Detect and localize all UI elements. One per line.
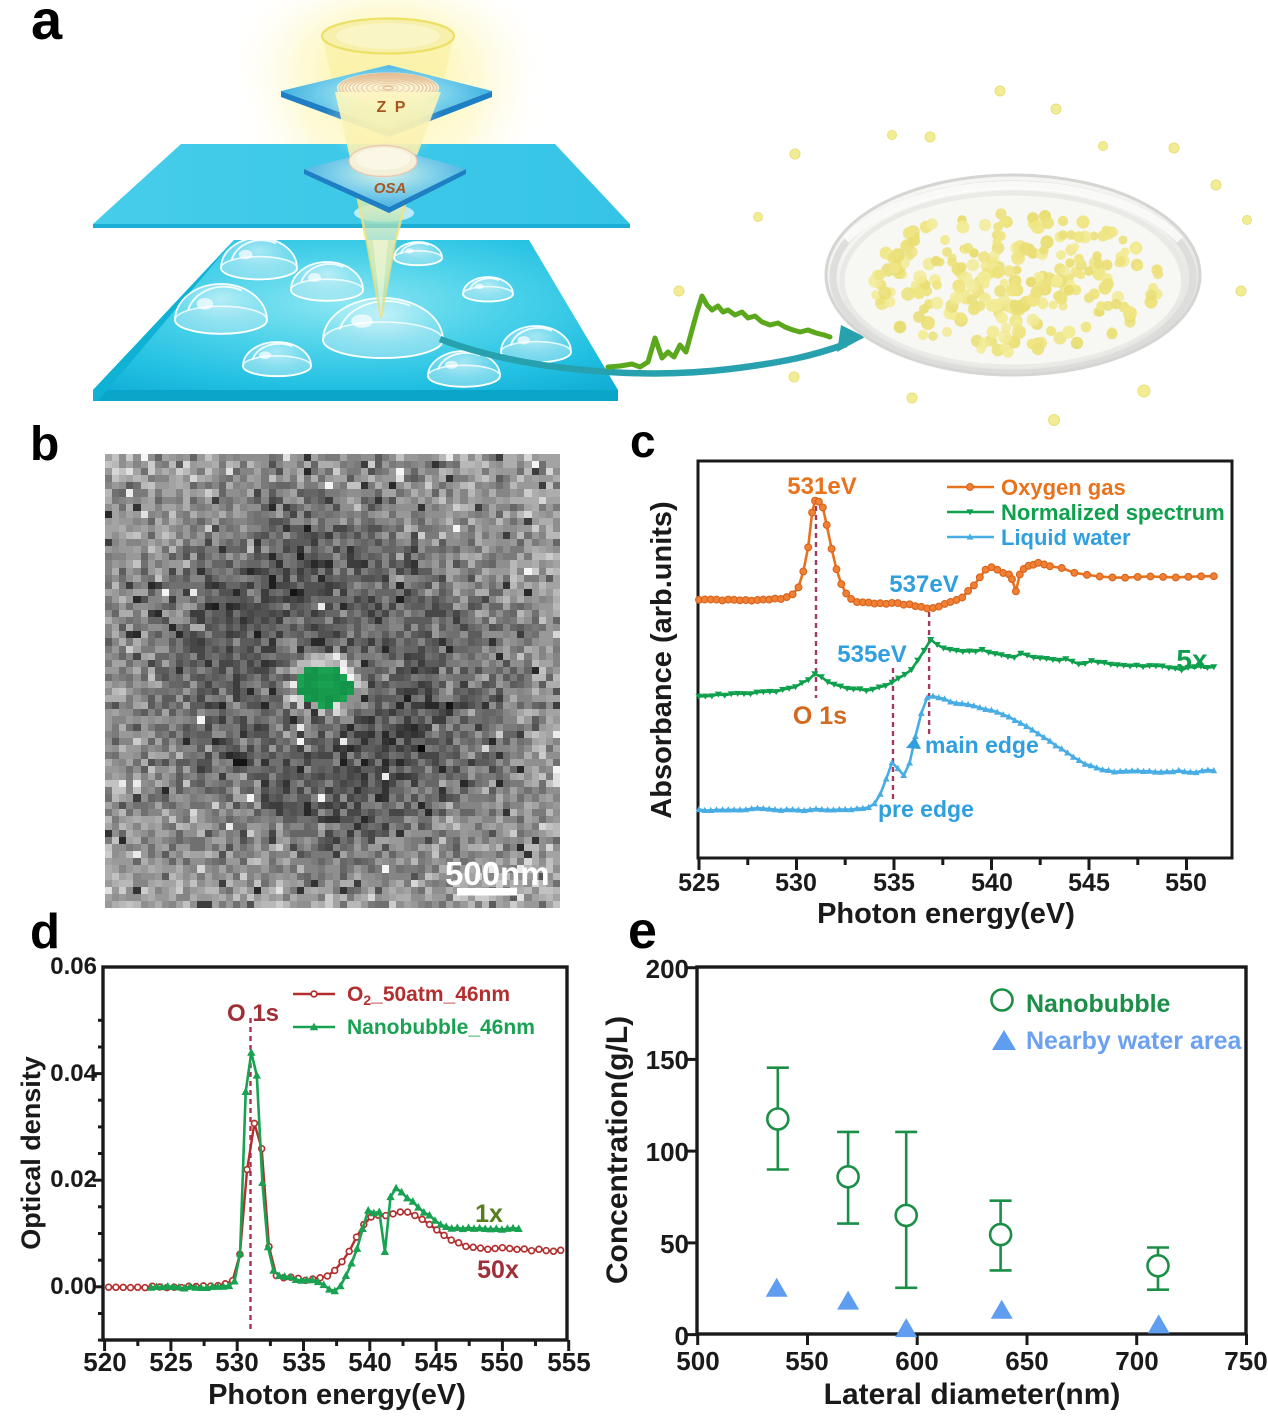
svg-text:Photon energy(eV): Photon energy(eV) — [817, 898, 1075, 930]
svg-text:1x: 1x — [475, 1200, 503, 1228]
svg-text:Z P: Z P — [377, 99, 408, 116]
svg-text:Absorbance (arb.units): Absorbance (arb.units) — [646, 501, 678, 818]
svg-text:537eV: 537eV — [889, 571, 958, 598]
svg-text:c: c — [630, 415, 656, 467]
svg-text:535: 535 — [873, 869, 915, 897]
svg-text:a: a — [31, 0, 63, 51]
svg-text:700: 700 — [1115, 1346, 1158, 1376]
svg-text:0.04: 0.04 — [50, 1060, 97, 1087]
svg-text:200: 200 — [646, 954, 689, 984]
svg-text:0.00: 0.00 — [50, 1273, 97, 1300]
svg-text:0: 0 — [675, 1321, 689, 1351]
svg-text:555: 555 — [547, 1347, 590, 1377]
svg-text:Liquid water: Liquid water — [1001, 525, 1131, 550]
svg-text:550: 550 — [1165, 869, 1207, 897]
svg-text:O 1s: O 1s — [227, 1000, 279, 1027]
svg-text:550: 550 — [480, 1347, 523, 1377]
svg-text:e: e — [628, 902, 657, 960]
svg-text:50x: 50x — [477, 1256, 519, 1284]
svg-text:0.06: 0.06 — [50, 953, 97, 980]
svg-text:Nanobubble_46nm: Nanobubble_46nm — [347, 1016, 535, 1039]
svg-text:500: 500 — [676, 1346, 719, 1376]
svg-text:540: 540 — [348, 1347, 391, 1377]
svg-text:520: 520 — [83, 1347, 126, 1377]
svg-text:main edge: main edge — [925, 732, 1039, 758]
svg-text:545: 545 — [1068, 869, 1110, 897]
svg-text:Oxygen gas: Oxygen gas — [1001, 475, 1126, 500]
svg-text:600: 600 — [895, 1346, 938, 1376]
svg-text:5x: 5x — [1176, 644, 1208, 675]
svg-text:pre edge: pre edge — [878, 796, 974, 822]
svg-text:OSA: OSA — [374, 180, 407, 197]
svg-text:550: 550 — [785, 1346, 828, 1376]
svg-text:750: 750 — [1224, 1346, 1267, 1376]
svg-text:530: 530 — [215, 1347, 258, 1377]
svg-text:650: 650 — [1005, 1346, 1048, 1376]
svg-text:100: 100 — [646, 1137, 689, 1167]
svg-text:0.02: 0.02 — [50, 1166, 97, 1193]
svg-text:d: d — [30, 905, 60, 959]
svg-text:525: 525 — [678, 869, 720, 897]
svg-text:Nanobubble: Nanobubble — [1026, 990, 1171, 1018]
svg-text:Photon energy(eV): Photon energy(eV) — [208, 1379, 466, 1411]
svg-text:Concentration(g/L): Concentration(g/L) — [601, 1016, 634, 1284]
svg-text:Optical density: Optical density — [16, 1056, 46, 1250]
svg-text:Normalized spectrum: Normalized spectrum — [1001, 500, 1225, 525]
svg-text:Nearby water area: Nearby water area — [1026, 1027, 1243, 1055]
svg-text:150: 150 — [646, 1045, 689, 1075]
svg-text:O2_50atm_46nm: O2_50atm_46nm — [347, 983, 510, 1008]
svg-text:535eV: 535eV — [837, 641, 906, 668]
svg-text:b: b — [30, 418, 59, 471]
svg-text:O 1s: O 1s — [793, 702, 847, 730]
svg-text:525: 525 — [149, 1347, 192, 1377]
svg-text:535: 535 — [282, 1347, 325, 1377]
svg-text:500nm: 500nm — [445, 855, 550, 892]
svg-text:540: 540 — [971, 869, 1013, 897]
svg-text:50: 50 — [660, 1229, 689, 1259]
svg-text:545: 545 — [414, 1347, 457, 1377]
svg-text:Lateral diameter(nm): Lateral diameter(nm) — [824, 1378, 1121, 1411]
svg-text:531eV: 531eV — [787, 473, 856, 500]
svg-text:530: 530 — [775, 869, 817, 897]
